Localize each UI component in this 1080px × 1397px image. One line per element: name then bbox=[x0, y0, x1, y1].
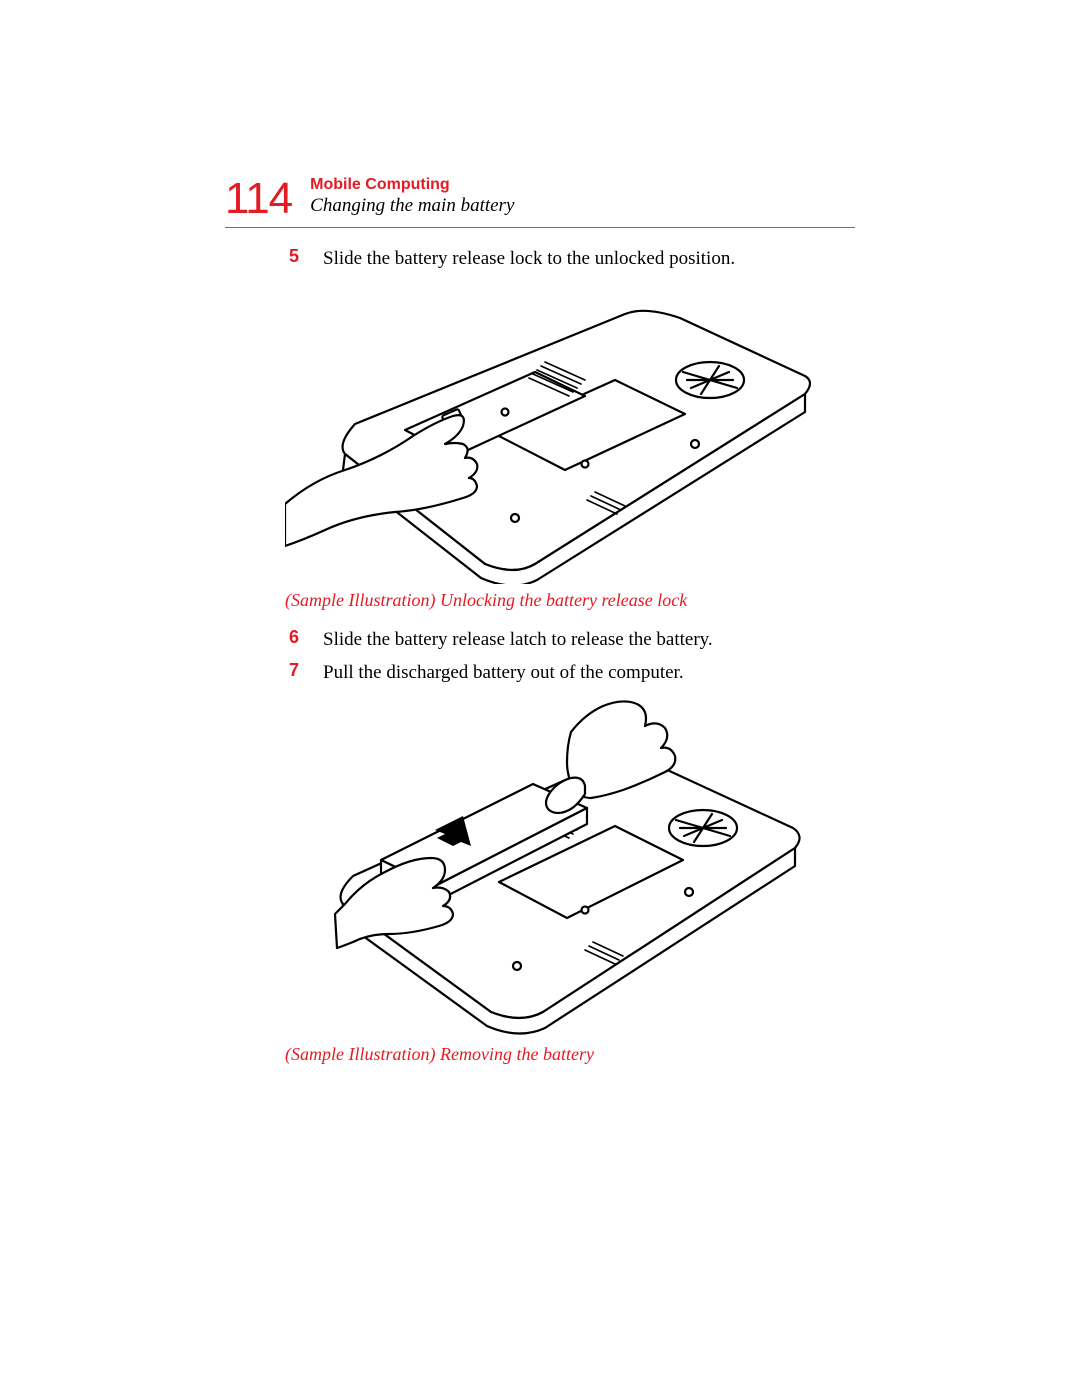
illustration-caption: (Sample Illustration) Unlocking the batt… bbox=[285, 590, 855, 611]
step-number: 7 bbox=[289, 660, 305, 686]
step-item: 7 Pull the discharged battery out of the… bbox=[225, 660, 855, 686]
chapter-title: Mobile Computing bbox=[310, 175, 514, 194]
illustration-caption: (Sample Illustration) Removing the batte… bbox=[285, 1044, 855, 1065]
illustration-unlock-lock bbox=[285, 284, 855, 584]
manual-page: 114 Mobile Computing Changing the main b… bbox=[225, 175, 855, 1081]
page-header: 114 Mobile Computing Changing the main b… bbox=[225, 175, 855, 228]
section-title: Changing the main battery bbox=[310, 194, 514, 219]
step-item: 5 Slide the battery release lock to the … bbox=[225, 246, 855, 272]
step-list: 5 Slide the battery release lock to the … bbox=[225, 246, 855, 1065]
step-number: 6 bbox=[289, 627, 305, 653]
step-text: Slide the battery release lock to the un… bbox=[323, 246, 735, 272]
step-item: 6 Slide the battery release latch to rel… bbox=[225, 627, 855, 653]
step-text: Slide the battery release latch to relea… bbox=[323, 627, 713, 653]
laptop-underside-remove-icon bbox=[285, 698, 815, 1038]
page-number: 114 bbox=[225, 177, 292, 221]
step-text: Pull the discharged battery out of the c… bbox=[323, 660, 684, 686]
laptop-underside-unlock-icon bbox=[285, 284, 815, 584]
illustration-remove-battery bbox=[285, 698, 855, 1038]
step-number: 5 bbox=[289, 246, 305, 272]
header-text-block: Mobile Computing Changing the main batte… bbox=[310, 175, 514, 221]
